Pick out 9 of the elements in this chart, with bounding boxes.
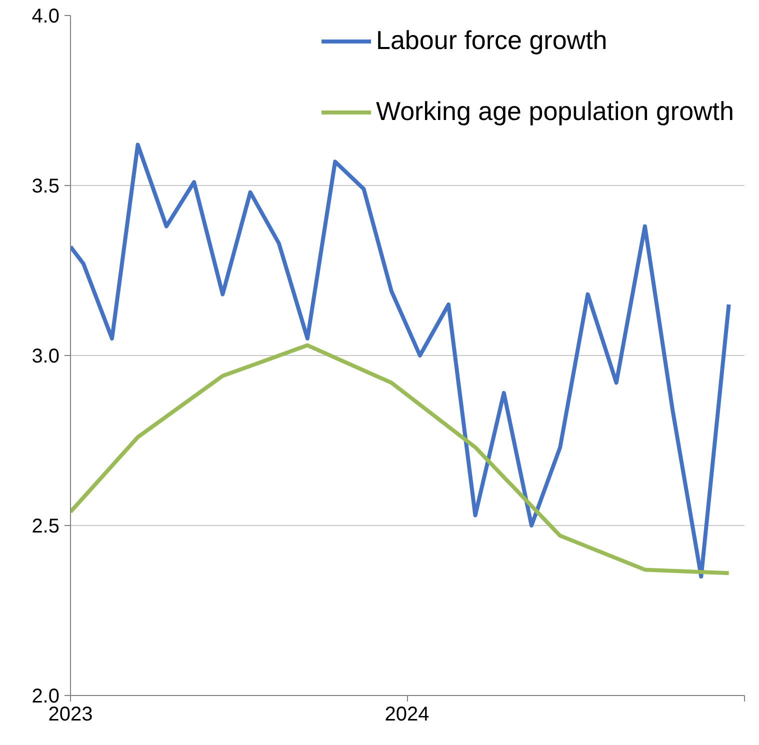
y-tick-label: 3.5 [32, 176, 60, 198]
line-series [70, 142, 731, 578]
y-tick-label: 3.0 [32, 346, 60, 368]
y-tick-label: 2.5 [32, 516, 60, 538]
legend-label: Working age population growth [376, 96, 734, 127]
line-series [70, 343, 731, 576]
x-tick-label: 2024 [384, 704, 430, 726]
legend-label: Labour force growth [376, 25, 608, 56]
y-tick-label: 4.0 [32, 6, 60, 28]
